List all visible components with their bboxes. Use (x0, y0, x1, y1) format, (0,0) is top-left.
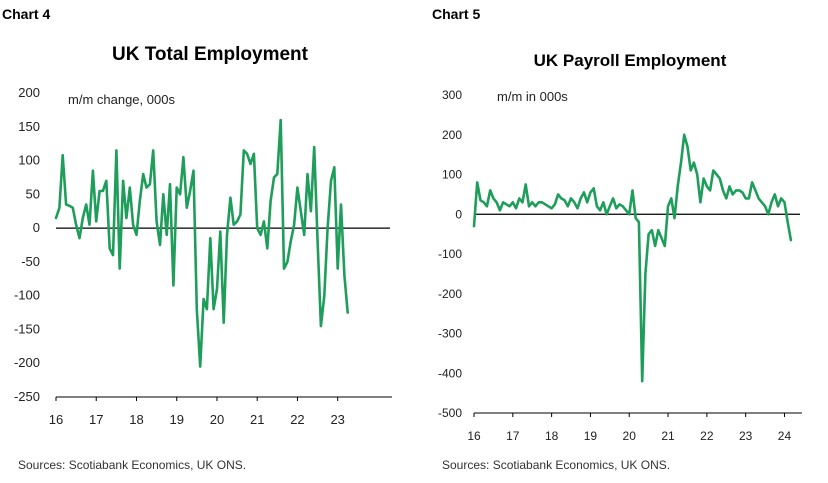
chart5-title: UK Payroll Employment (533, 51, 727, 70)
chart4-unit-label: m/m change, 000s (68, 92, 175, 107)
chart5-xtick-label: 24 (778, 429, 792, 443)
chart4-ytick-label: 50 (26, 186, 40, 201)
chart5-ytick-label: -500 (438, 406, 462, 420)
chart5-xtick-label: 16 (467, 429, 481, 443)
chart4-series-line (54, 118, 350, 368)
chart4-xtick-label: 20 (210, 412, 224, 427)
chart5-unit-label: m/m in 000s (497, 89, 568, 104)
chart5-ytick-label: -100 (438, 247, 462, 261)
chart4-ytick-label: -50 (21, 254, 40, 269)
chart4-ytick-label: 0 (33, 220, 40, 235)
chart5-ytick-label: 0 (455, 207, 462, 221)
chart4-ytick-label: -200 (14, 355, 40, 370)
chart4-xtick-label: 18 (129, 412, 143, 427)
chart5-xtick-label: 17 (506, 429, 520, 443)
chart5-xtick-label: 18 (545, 429, 559, 443)
chart5-ytick-label: -400 (438, 366, 462, 380)
chart5-xtick-label: 22 (700, 429, 714, 443)
chart5-xtick-label: 19 (584, 429, 598, 443)
chart4-ytick-label: 150 (18, 119, 40, 134)
chart4-xtick-label: 22 (290, 412, 304, 427)
chart4-xtick-label: 23 (330, 412, 344, 427)
chart5-series-line (472, 133, 793, 383)
chart4-title: UK Total Employment (112, 44, 308, 65)
chart4-xtick-label: 16 (49, 412, 63, 427)
chart4-xtick-label: 21 (250, 412, 264, 427)
chart5-xtick-label: 21 (661, 429, 675, 443)
chart4-source: Sources: Scotiabank Economics, UK ONS. (18, 458, 247, 472)
chart5-label: Chart 5 (432, 6, 481, 22)
chart5-ytick-label: 200 (442, 128, 462, 142)
chart5-ytick-label: -200 (438, 287, 462, 301)
chart5-ytick-label: 300 (442, 88, 462, 102)
chart4-ytick-label: -100 (14, 288, 40, 303)
chart4-ytick-label: -150 (14, 321, 40, 336)
chart5-ytick-label: -300 (438, 327, 462, 341)
chart5-xtick-label: 20 (623, 429, 637, 443)
chart4-xtick-label: 17 (89, 412, 103, 427)
chart4-ytick-label: 200 (18, 85, 40, 100)
chart5-xtick-label: 23 (739, 429, 753, 443)
chart4-xtick-label: 19 (169, 412, 183, 427)
chart4-ytick-label: -250 (14, 389, 40, 404)
chart5-source: Sources: Scotiabank Economics, UK ONS. (442, 458, 671, 472)
chart4-label: Chart 4 (2, 6, 51, 22)
chart5-ytick-label: 100 (442, 168, 462, 182)
chart4-ytick-label: 100 (18, 153, 40, 168)
